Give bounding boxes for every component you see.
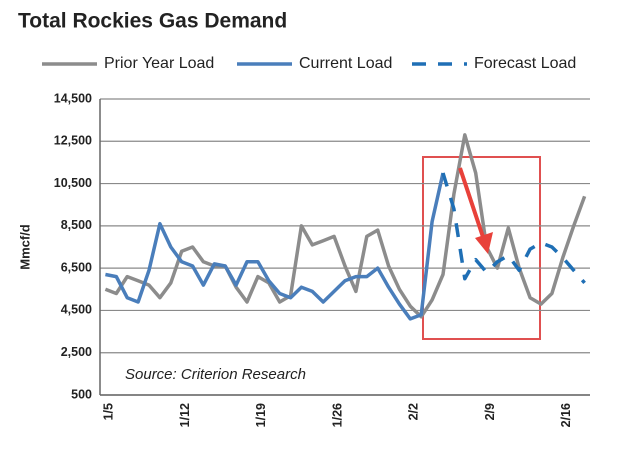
arrow-shaft [458,167,486,241]
x-tick-label: 1/26 [330,403,344,427]
x-tick-label: 1/12 [178,403,192,427]
x-tick-label: 1/19 [254,403,268,427]
x-tick-label: 2/2 [407,403,421,420]
y-tick-label: 4,500 [61,303,92,317]
y-tick-label: 12,500 [54,134,92,148]
y-axis-label: Mmcf/d [17,224,32,270]
series-line [105,172,445,321]
x-tick-label: 2/9 [483,403,497,420]
arrow-head [475,232,493,254]
y-tick-label: 10,500 [54,176,92,190]
y-tick-label: 500 [71,387,92,401]
y-tick-label: 14,500 [54,91,92,105]
annotation: Source: Criterion Research [125,366,306,383]
y-tick-label: 2,500 [61,345,92,359]
legend-label: Current Load [299,55,392,72]
legend-label: Forecast Load [474,55,576,72]
x-tick-label: 2/16 [559,403,573,427]
chart-title: Total Rockies Gas Demand [18,10,287,33]
highlight-box [422,156,541,340]
y-tick-label: 6,500 [61,260,92,274]
y-tick-label: 8,500 [61,218,92,232]
series-line [104,133,587,319]
legend-label: Prior Year Load [104,55,214,72]
series-line [441,172,586,285]
x-tick-label: 1/5 [102,403,116,420]
